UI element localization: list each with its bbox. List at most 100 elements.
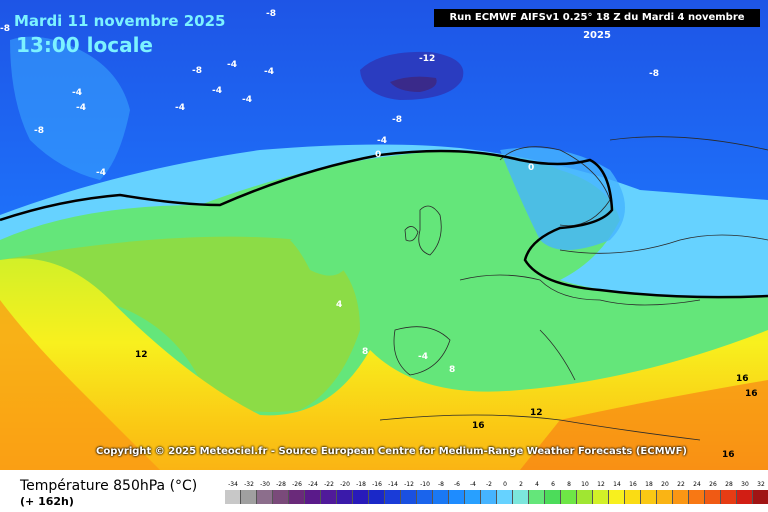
scale-swatch xyxy=(753,490,768,504)
scale-tick-label: 18 xyxy=(645,481,653,488)
scale-swatch xyxy=(289,490,305,504)
model-run: Run ECMWF AIFSv1 0.25° 18 Z du Mardi 4 n… xyxy=(434,9,760,41)
scale-swatch xyxy=(369,490,385,504)
scale-tick-label: -18 xyxy=(356,481,366,488)
scale-cell: 12 xyxy=(593,479,609,504)
scale-tick-label: 22 xyxy=(677,481,685,488)
scale-cell: 22 xyxy=(673,479,689,504)
scale-tick-label: 32 xyxy=(757,481,765,488)
isotherm-label: -4 xyxy=(227,60,237,70)
cold-core xyxy=(360,51,464,100)
scale-swatch xyxy=(401,490,417,504)
africa-warm xyxy=(520,380,768,470)
scale-cell: 4 xyxy=(529,479,545,504)
lead-time: (+ 162h) xyxy=(20,495,74,508)
scale-swatch xyxy=(465,490,481,504)
isotherm-label: -4 xyxy=(175,103,185,113)
isotherm-label: -12 xyxy=(419,54,436,64)
isotherm-label: -4 xyxy=(242,95,252,105)
isotherm-label: -4 xyxy=(76,103,86,113)
scale-tick-label: -20 xyxy=(340,481,350,488)
isotherm-label: -4 xyxy=(418,352,428,362)
copyright-notice: Copyright © 2025 Meteociel.fr - Source E… xyxy=(96,446,687,457)
isotherm-label: 0 xyxy=(528,163,535,173)
scale-swatch xyxy=(625,490,641,504)
scale-swatch xyxy=(273,490,289,504)
scale-swatch xyxy=(513,490,529,504)
scale-cell: -6 xyxy=(449,479,465,504)
scale-tick-label: -4 xyxy=(470,481,476,488)
scale-tick-label: 26 xyxy=(709,481,717,488)
scale-swatch xyxy=(737,490,753,504)
zero-isotherm xyxy=(0,149,768,299)
isotherm-label: -8 xyxy=(192,66,202,76)
scale-swatch xyxy=(529,490,545,504)
scale-cell: -16 xyxy=(369,479,385,504)
scale-swatch xyxy=(689,490,705,504)
scale-cell: -32 xyxy=(241,479,257,504)
coldest-core xyxy=(390,76,437,92)
scale-swatch xyxy=(385,490,401,504)
scale-cell: -10 xyxy=(417,479,433,504)
scale-swatch xyxy=(545,490,561,504)
scale-tick-label: -22 xyxy=(324,481,334,488)
isotherm-label: -8 xyxy=(392,115,402,125)
scale-cell: -24 xyxy=(305,479,321,504)
isotherm-label: -4 xyxy=(96,168,106,178)
scale-cell: 14 xyxy=(609,479,625,504)
forecast-map xyxy=(0,0,768,470)
scale-cell: -8 xyxy=(433,479,449,504)
scale-cell: 16 xyxy=(625,479,641,504)
swirl-core xyxy=(290,235,350,276)
scale-cell: 2 xyxy=(513,479,529,504)
scale-swatch xyxy=(257,490,273,504)
scale-tick-label: -28 xyxy=(276,481,286,488)
scale-tick-label: 2 xyxy=(519,481,523,488)
scale-swatch xyxy=(353,490,369,504)
isotherm-label: 8 xyxy=(449,365,456,375)
isotherm-label: 0 xyxy=(375,150,382,160)
scale-tick-label: 20 xyxy=(661,481,669,488)
scale-swatch xyxy=(609,490,625,504)
scale-tick-label: -26 xyxy=(292,481,302,488)
subtropical-warm xyxy=(0,300,160,470)
scale-cell: 32 xyxy=(753,479,768,504)
scale-swatch xyxy=(449,490,465,504)
coastlines xyxy=(379,136,768,441)
scale-cell: -14 xyxy=(385,479,401,504)
scale-tick-label: -12 xyxy=(404,481,414,488)
temperature-field xyxy=(0,0,768,470)
isotherm-label: -4 xyxy=(212,86,222,96)
isotherm-label: -4 xyxy=(264,67,274,77)
scale-cell: -4 xyxy=(465,479,481,504)
color-scale: -34 -32 -30 -28 -26 -24 -22 -20 -18 -16 -14 -12 -10-… xyxy=(225,479,768,504)
scale-tick-label: -10 xyxy=(420,481,430,488)
scale-swatch xyxy=(433,490,449,504)
isotherm-label: 8 xyxy=(362,347,369,357)
scale-swatch xyxy=(321,490,337,504)
scale-swatch xyxy=(417,490,433,504)
isotherm-label: 12 xyxy=(530,408,543,418)
scale-cell: 20 xyxy=(657,479,673,504)
scale-swatch xyxy=(705,490,721,504)
isotherm-label: -4 xyxy=(72,88,82,98)
scale-tick-label: -8 xyxy=(438,481,444,488)
scale-tick-label: 8 xyxy=(567,481,571,488)
scale-swatch xyxy=(657,490,673,504)
scale-cell: -2 xyxy=(481,479,497,504)
scale-tick-label: 10 xyxy=(581,481,589,488)
isotherm-label: -8 xyxy=(649,69,659,79)
scale-tick-label: 24 xyxy=(693,481,701,488)
isotherm-label: -8 xyxy=(0,24,10,34)
isotherm-label: 16 xyxy=(745,389,758,399)
isotherm-label: 12 xyxy=(135,350,148,360)
isotherm-label: 16 xyxy=(736,374,749,384)
scale-tick-label: -30 xyxy=(260,481,270,488)
scale-tick-label: -14 xyxy=(388,481,398,488)
scale-swatch xyxy=(593,490,609,504)
scale-tick-label: 16 xyxy=(629,481,637,488)
isotherm-label: -8 xyxy=(34,126,44,136)
scale-tick-label: -16 xyxy=(372,481,382,488)
scale-cell: 0 xyxy=(497,479,513,504)
scale-swatch xyxy=(481,490,497,504)
